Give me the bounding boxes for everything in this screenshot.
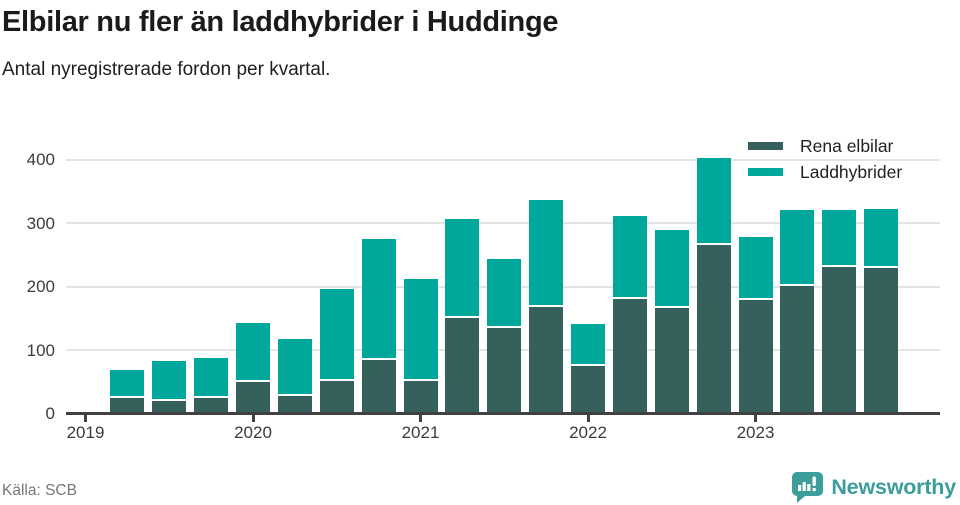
x-axis-line: [66, 412, 940, 415]
legend-item-laddhybrider: Laddhybrider: [748, 159, 902, 185]
bar-segment-laddhybrider: [277, 338, 312, 394]
bar-segment-rena-elbilar: [612, 298, 647, 414]
bar-segment-laddhybrider: [612, 215, 647, 297]
bar-segment-laddhybrider: [654, 230, 689, 307]
bar-segment-rena-elbilar: [654, 308, 689, 414]
bar-segment-laddhybrider: [487, 258, 522, 326]
y-axis-label-200: 200: [26, 277, 55, 297]
bar-segment-rena-elbilar: [361, 360, 396, 414]
bar-segment-laddhybrider: [236, 322, 270, 380]
source-attribution: Källa: SCB: [2, 482, 77, 499]
bar-segment-laddhybrider: [110, 370, 145, 396]
bar-segment-laddhybrider: [571, 324, 605, 364]
bar-segment-rena-elbilar: [696, 245, 731, 414]
chart-legend: Rena elbilar Laddhybrider: [748, 133, 902, 185]
bar-segment-laddhybrider: [361, 239, 396, 359]
bar-segment-laddhybrider: [696, 157, 731, 244]
newsworthy-speech-bubble-chart-icon: [792, 472, 824, 503]
bar-segment-laddhybrider: [738, 237, 773, 298]
legend-item-rena-elbilar: Rena elbilar: [748, 133, 902, 159]
bar-segment-laddhybrider: [152, 361, 187, 399]
newsworthy-wordmark: Newsworthy: [831, 474, 956, 499]
legend-swatch-laddhybrider: [748, 168, 783, 176]
bar-segment-rena-elbilar: [864, 267, 899, 414]
bar-segment-rena-elbilar: [319, 380, 354, 414]
gridline-y-300: [66, 222, 940, 225]
bar-segment-laddhybrider: [194, 357, 229, 396]
legend-label-laddhybrider: Laddhybrider: [800, 161, 903, 182]
y-axis-label-0: 0: [45, 404, 55, 423]
bar-segment-laddhybrider: [403, 278, 438, 379]
x-axis-label-2023: 2023: [736, 423, 775, 442]
bar-segment-rena-elbilar: [822, 266, 857, 414]
y-axis-label-400: 400: [26, 150, 55, 170]
bar-segment-rena-elbilar: [738, 299, 773, 414]
bar-segment-rena-elbilar: [403, 380, 438, 414]
bar-segment-rena-elbilar: [277, 395, 312, 414]
bar-segment-laddhybrider: [529, 199, 564, 305]
bar-segment-laddhybrider: [864, 208, 899, 266]
bar-segment-rena-elbilar: [487, 327, 522, 414]
plot-area: 0 100 200 300 400 2019 2020 2021 2022 2023: [26, 150, 940, 442]
bar-segment-rena-elbilar: [571, 365, 605, 414]
bar-segment-laddhybrider: [822, 210, 857, 265]
bar-segment-rena-elbilar: [194, 397, 229, 414]
x-axis-label-2020: 2020: [234, 423, 272, 442]
legend-swatch-rena-elbilar: [748, 142, 783, 150]
bar-segment-rena-elbilar: [236, 381, 270, 414]
y-axis-label-300: 300: [26, 213, 55, 233]
bar-segment-rena-elbilar: [110, 397, 145, 414]
x-axis-tick-2019: [84, 414, 87, 422]
x-axis-label-2021: 2021: [401, 423, 440, 442]
bar-segment-rena-elbilar: [529, 306, 564, 414]
y-axis-label-100: 100: [26, 340, 55, 360]
x-axis-label-2019: 2019: [66, 423, 105, 442]
chart-subtitle: Antal nyregistrerade fordon per kvartal.: [2, 59, 331, 80]
x-axis-tick-2020: [251, 414, 255, 422]
bar-segment-laddhybrider: [445, 219, 480, 316]
gridline-y-400: [66, 158, 940, 161]
x-axis-label-2022: 2022: [569, 423, 607, 442]
x-axis-tick-2023: [754, 414, 757, 422]
bar-segment-laddhybrider: [319, 288, 354, 379]
chart-title: Elbilar nu fler än laddhybrider i Huddin…: [2, 6, 559, 38]
bar-segment-rena-elbilar: [152, 400, 187, 414]
bar-segment-rena-elbilar: [780, 285, 815, 414]
newsworthy-logo-link[interactable]: Newsworthy: [791, 471, 956, 503]
bar-segment-laddhybrider: [780, 210, 815, 284]
bar-segment-rena-elbilar: [445, 317, 480, 414]
x-axis-tick-2021: [419, 414, 422, 422]
x-axis-tick-2022: [586, 414, 590, 422]
legend-label-rena-elbilar: Rena elbilar: [800, 135, 894, 156]
